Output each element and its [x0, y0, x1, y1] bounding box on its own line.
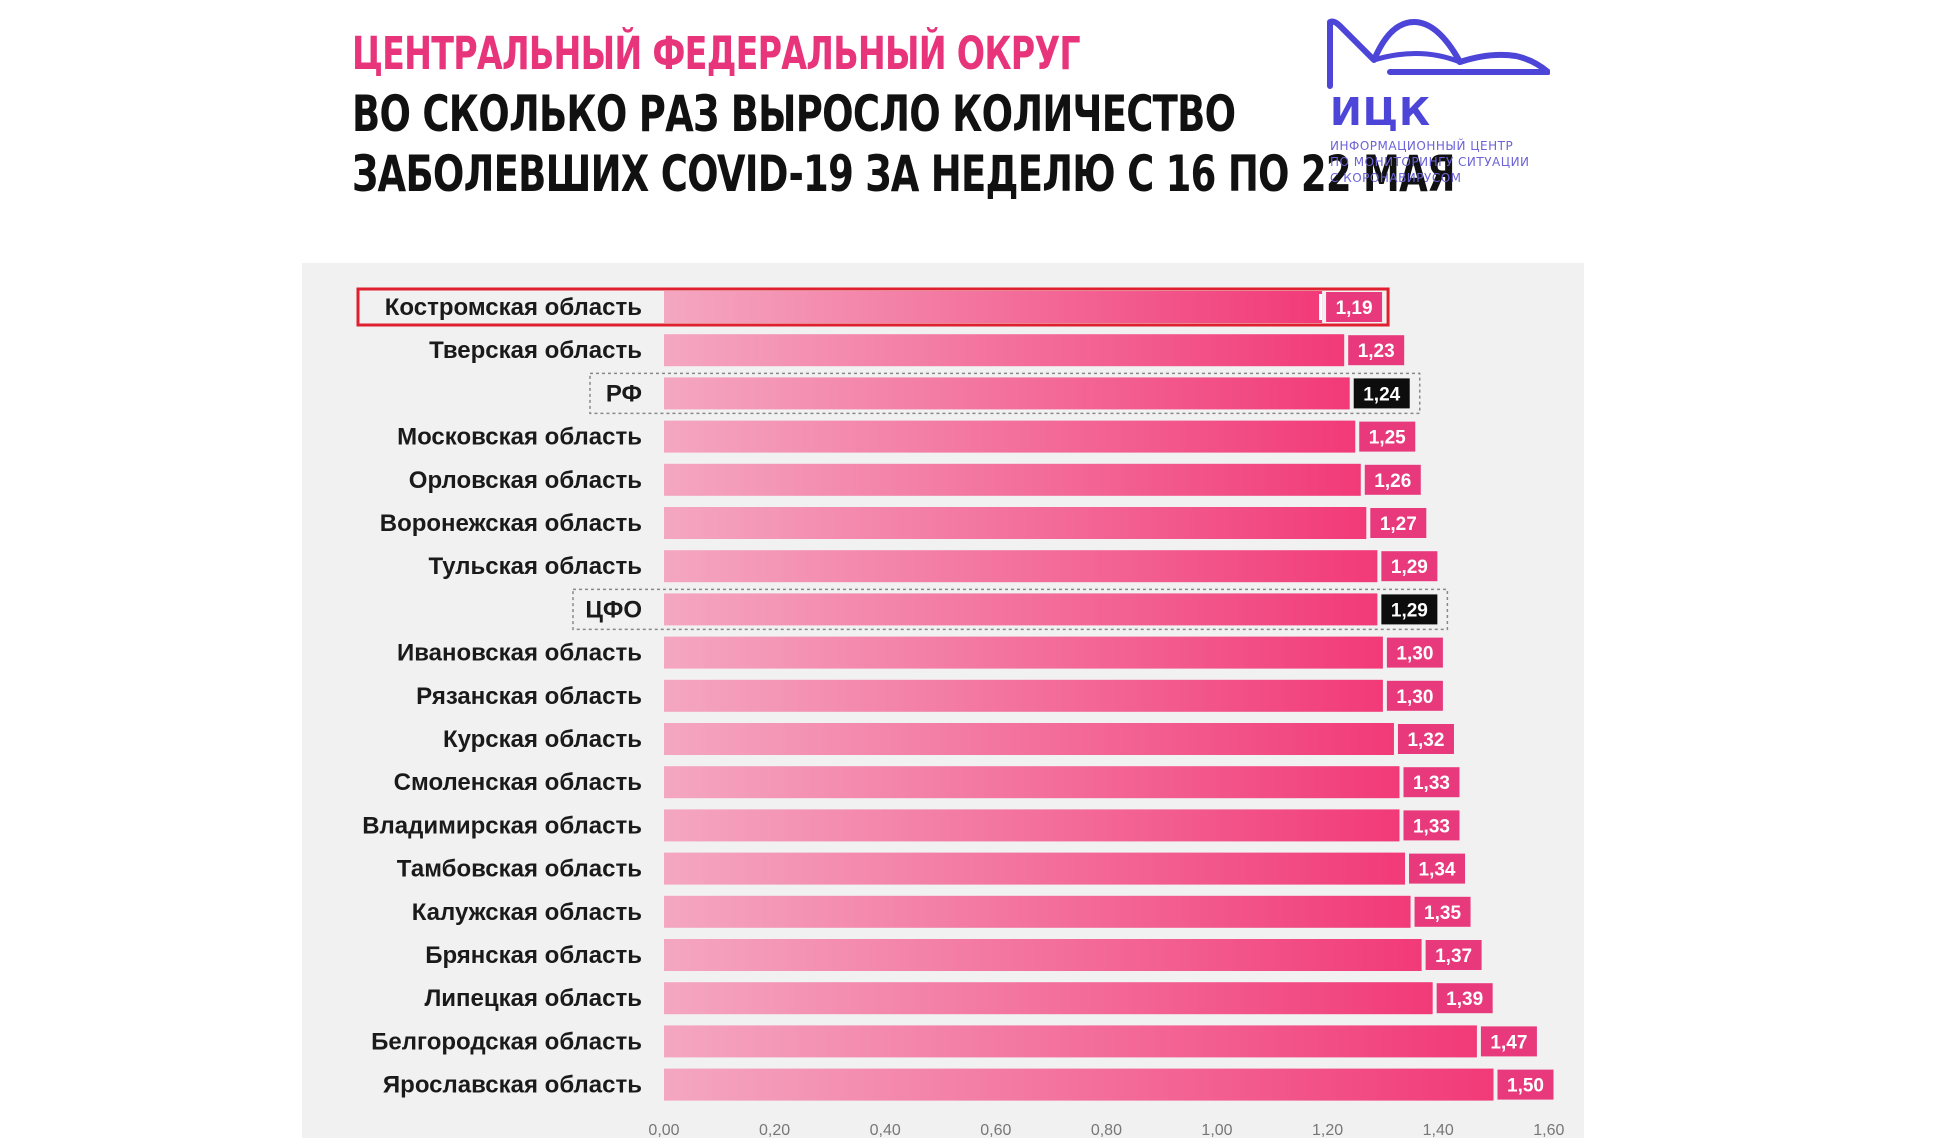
value-label-box	[1414, 896, 1471, 927]
bar	[664, 463, 1361, 496]
bar	[664, 334, 1345, 367]
bar-chart: 1,19 Костромская область 1,23 Тверская обла…	[356, 287, 1564, 1138]
value-label: 1,33	[1413, 816, 1450, 837]
x-tick-label: 0,80	[1091, 1122, 1122, 1138]
value-label: 1,37	[1435, 946, 1472, 967]
bar	[664, 1068, 1494, 1101]
bar	[664, 982, 1433, 1015]
bar	[664, 939, 1422, 971]
value-label: 1,30	[1396, 687, 1433, 708]
x-tick-label: 1,00	[1201, 1122, 1232, 1138]
category-label: Курская область	[443, 726, 642, 753]
chart-title-block: ЦЕНТРАЛЬНЫЙ ФЕДЕРАЛЬНЫЙ ОКРУГ ВО СКОЛЬКО…	[352, 24, 1456, 204]
value-label-box	[1353, 378, 1410, 409]
category-label: Ивановская область	[397, 640, 642, 667]
bar-end-marker	[1319, 294, 1323, 320]
bar	[664, 420, 1356, 453]
reference-frame	[589, 372, 1421, 415]
value-label: 1,23	[1358, 341, 1395, 362]
category-label: Московская область	[397, 424, 642, 451]
region-title: ЦЕНТРАЛЬНЫЙ ФЕДЕРАЛЬНЫЙ ОКРУГ	[352, 27, 1081, 80]
x-tick-label: 0,20	[759, 1122, 790, 1138]
highlight-frame	[356, 287, 1390, 327]
category-label: Тверская область	[429, 337, 642, 364]
value-label: 1,29	[1391, 600, 1428, 621]
value-label: 1,50	[1507, 1076, 1544, 1097]
bar	[664, 852, 1406, 885]
category-label: РФ	[606, 380, 642, 407]
category-label: Белгородская область	[371, 1028, 642, 1055]
value-label: 1,34	[1419, 860, 1456, 881]
value-label-box	[1381, 594, 1438, 625]
value-label: 1,33	[1413, 773, 1450, 794]
category-label: Смоленская область	[394, 769, 642, 796]
category-label: Ярославская область	[383, 1072, 642, 1099]
value-label-box	[1403, 810, 1460, 841]
category-label: Орловская область	[409, 467, 642, 494]
value-label-box	[1425, 940, 1482, 970]
x-tick-label: 0,60	[980, 1122, 1011, 1138]
value-label: 1,29	[1391, 557, 1428, 578]
bar	[664, 1025, 1477, 1058]
value-label-box	[1364, 464, 1421, 495]
logo-abbreviation: ИЦК	[1330, 90, 1432, 134]
value-label: 1,47	[1490, 1032, 1527, 1053]
x-tick-label: 0,40	[870, 1122, 901, 1138]
value-label-box	[1386, 637, 1443, 668]
category-label: Рязанская область	[416, 683, 642, 710]
category-label: Костромская область	[385, 294, 642, 321]
bar	[664, 766, 1400, 799]
value-label: 1,26	[1374, 471, 1411, 492]
chart-panel: 1,19 Костромская область 1,23 Тверская обла…	[302, 263, 1584, 1138]
bar	[664, 636, 1383, 669]
value-label-box	[1326, 292, 1383, 322]
value-label: 1,25	[1369, 428, 1406, 449]
value-label-box	[1359, 421, 1416, 452]
category-label: Владимирская область	[362, 812, 642, 839]
category-label: Тамбовская область	[397, 856, 642, 883]
x-tick-label: 1,20	[1312, 1122, 1343, 1138]
value-label-box	[1370, 508, 1427, 538]
category-label: Тульская область	[429, 553, 643, 580]
value-label-box	[1397, 724, 1454, 754]
x-tick-label: 1,40	[1423, 1122, 1454, 1138]
value-label-box	[1436, 983, 1493, 1014]
bar	[664, 593, 1378, 626]
value-label: 1,27	[1380, 514, 1417, 535]
value-label-box	[1348, 335, 1405, 366]
value-label: 1,19	[1336, 298, 1373, 319]
value-label: 1,30	[1396, 644, 1433, 665]
bar	[664, 723, 1394, 755]
x-tick-label: 0,00	[648, 1122, 679, 1138]
logo-subtitle: ИНФОРМАЦИОННЫЙ ЦЕНТР ПО МОНИТОРИНГУ СИТУ…	[1330, 139, 1530, 185]
value-label: 1,39	[1446, 989, 1483, 1010]
logo-mountain-icon	[1327, 18, 1551, 89]
category-label: Брянская область	[425, 942, 642, 969]
category-label: ЦФО	[585, 596, 642, 623]
bar	[664, 895, 1411, 928]
value-label-box	[1409, 853, 1466, 884]
value-label-box	[1386, 680, 1443, 711]
headline-line-2: ЗАБОЛЕВШИХ COVID-19 ЗА НЕДЕЛЮ С 16 ПО 22…	[352, 145, 1456, 203]
value-label: 1,32	[1407, 730, 1444, 751]
bar	[664, 507, 1367, 539]
category-label: Воронежская область	[380, 510, 642, 537]
value-label-box	[1497, 1069, 1554, 1100]
x-tick-label: 1,60	[1533, 1122, 1564, 1138]
category-label: Липецкая область	[424, 985, 642, 1012]
headline-line-1: ВО СКОЛЬКО РАЗ ВЫРОСЛО КОЛИЧЕСТВО	[352, 85, 1236, 143]
bar	[664, 809, 1400, 842]
value-label-box	[1480, 1026, 1537, 1057]
value-label: 1,35	[1424, 903, 1461, 924]
category-label: Калужская область	[412, 899, 642, 926]
bar	[664, 550, 1378, 583]
itsk-logo: ИЦК ИНФОРМАЦИОННЫЙ ЦЕНТР ПО МОНИТОРИНГУ …	[1320, 12, 1551, 192]
bar	[664, 377, 1350, 410]
value-label: 1,24	[1363, 384, 1400, 405]
reference-frame	[572, 588, 1449, 631]
value-label-box	[1381, 551, 1438, 582]
bar	[664, 679, 1383, 712]
bar	[664, 291, 1323, 323]
value-label-box	[1403, 767, 1460, 798]
